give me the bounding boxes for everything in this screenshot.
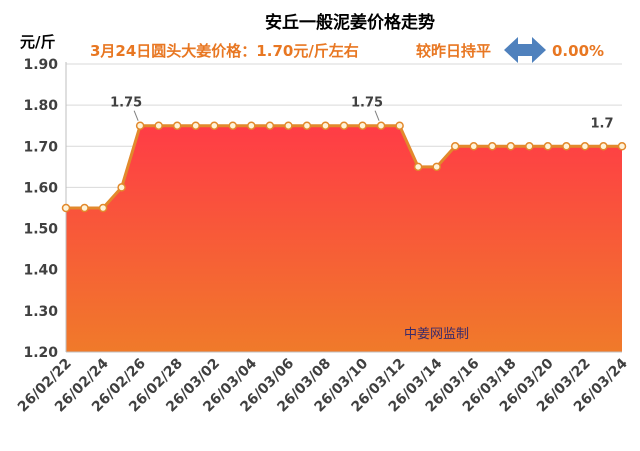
trend-text: 较昨日持平 (416, 42, 491, 60)
data-label-leader (133, 110, 139, 121)
data-point (525, 142, 534, 151)
data-label: 1.7 (590, 116, 613, 131)
data-point (339, 121, 349, 130)
y-tick-label: 1.90 (23, 57, 58, 73)
data-point (395, 121, 404, 130)
data-point (580, 142, 590, 151)
y-tick-label: 1.30 (23, 304, 58, 320)
data-point (617, 142, 627, 151)
data-point (358, 121, 367, 130)
y-tick-label: 1.80 (23, 98, 58, 114)
data-point (302, 121, 312, 130)
data-point (210, 121, 219, 130)
y-axis-unit-label: 元/斤 (20, 33, 55, 51)
area-fill (66, 125, 622, 352)
data-point (191, 121, 200, 130)
data-point (469, 142, 478, 151)
data-point (321, 121, 330, 130)
data-point (432, 162, 441, 172)
data-point (450, 142, 460, 151)
data-point (265, 121, 275, 130)
data-point (284, 121, 293, 130)
data-point (562, 142, 571, 151)
data-label: 1.75 (110, 96, 142, 111)
double-arrow-icon (504, 37, 546, 63)
x-tick-labels: 26/02/2226/02/2426/02/2626/02/2826/03/02… (15, 355, 631, 415)
y-tick-label: 1.60 (23, 180, 58, 196)
data-point (80, 203, 89, 213)
y-tick-label: 1.20 (23, 345, 58, 361)
data-labels: 1.75 1.75 1.7 (110, 96, 613, 132)
data-point (599, 142, 608, 151)
y-tick-label: 1.40 (23, 263, 58, 279)
data-label-leader (374, 110, 380, 121)
data-label: 1.75 (351, 96, 383, 111)
data-point (98, 203, 108, 213)
y-tick-labels: 1.20 1.30 1.40 1.50 1.60 1.70 1.80 1.90 (23, 57, 58, 361)
y-tick-label: 1.70 (23, 139, 58, 155)
data-point (228, 121, 238, 130)
data-point (376, 121, 386, 130)
data-point (117, 183, 126, 192)
data-points (61, 121, 627, 213)
data-point (172, 121, 182, 130)
data-point (61, 203, 71, 213)
data-point (247, 121, 256, 130)
chart-subtitle: 3月24日圆头大姜价格：1.70元/斤左右 (90, 42, 359, 60)
data-point (543, 142, 553, 151)
data-point (413, 162, 423, 172)
data-point (135, 121, 145, 130)
data-point (488, 142, 497, 151)
y-tick-label: 1.50 (23, 222, 58, 238)
watermark: 中姜网监制 (404, 327, 469, 342)
data-point (506, 142, 516, 151)
chart-title: 安丘一般泥姜价格走势 (265, 12, 435, 33)
area-series (66, 124, 622, 352)
data-point (154, 121, 163, 130)
change-percent: 0.00% (552, 42, 604, 60)
